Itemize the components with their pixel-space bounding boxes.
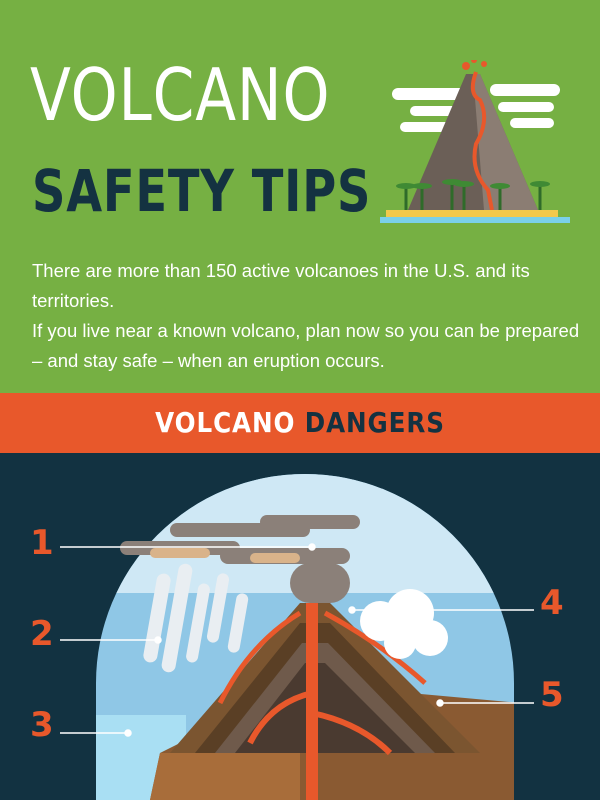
intro-text: There are more than 150 active volcanoes… — [32, 256, 592, 376]
intro-line-2: If you live near a known volcano, plan n… — [32, 320, 580, 371]
callout-1: 1 — [30, 523, 54, 563]
callout-3: 3 — [30, 705, 54, 745]
callout-5: 5 — [540, 675, 564, 715]
title-volcano: VOLCANO — [30, 53, 331, 137]
dangers-diagram: 1 2 3 4 5 — [0, 453, 600, 800]
header-section: VOLCANO SAFETY TIPS — [0, 0, 600, 393]
title-safety-tips: SAFETY TIPS — [32, 157, 372, 225]
volcano-cross-section-icon — [60, 474, 534, 800]
section-heading: VOLCANO DANGERS — [36, 393, 564, 453]
volcano-illustration-icon — [380, 60, 570, 223]
heading-word-volcano: VOLCANO — [155, 406, 296, 439]
callout-4: 4 — [540, 583, 564, 623]
heading-word-dangers: DANGERS — [304, 406, 445, 439]
intro-line-1: There are more than 150 active volcanoes… — [32, 260, 530, 311]
section-banner: VOLCANO DANGERS — [0, 393, 600, 453]
callout-2: 2 — [30, 614, 54, 654]
